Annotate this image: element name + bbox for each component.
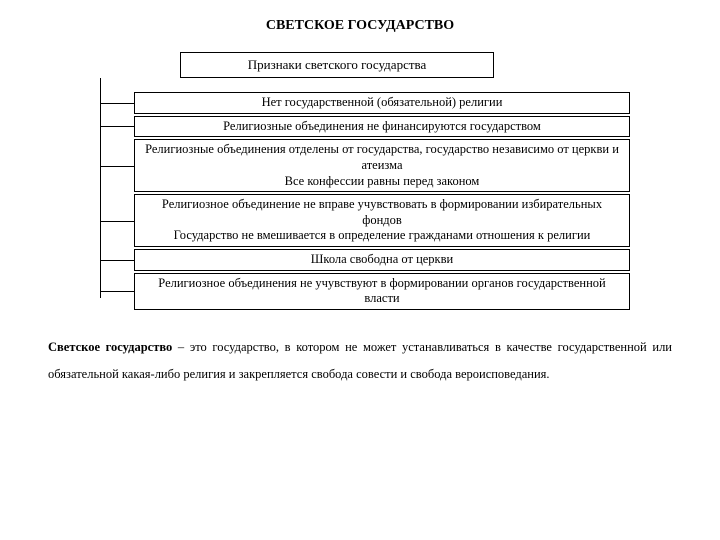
- item-box: Религиозное объединения не учувствуют в …: [134, 273, 630, 310]
- connector-horizontal: [100, 291, 134, 292]
- list-item: Нет государственной (обязательной) религ…: [110, 92, 630, 114]
- items-container: Нет государственной (обязательной) религ…: [110, 92, 630, 310]
- list-item: Школа свободна от церкви: [110, 249, 630, 271]
- item-box: Нет государственной (обязательной) религ…: [134, 92, 630, 114]
- item-box: Религиозное объединение не вправе учувст…: [134, 194, 630, 247]
- definition-term: Светское государство: [48, 340, 172, 354]
- connector-horizontal: [100, 260, 134, 261]
- item-box: Школа свободна от церкви: [134, 249, 630, 271]
- connector-vertical: [100, 78, 101, 298]
- item-box: Религиозные объединения не финансируются…: [134, 116, 630, 138]
- connector-horizontal: [100, 166, 134, 167]
- main-category-box: Признаки светского государства: [180, 52, 494, 78]
- connector-horizontal: [100, 126, 134, 127]
- connector-horizontal: [100, 103, 134, 104]
- list-item: Религиозные объединения отделены от госу…: [110, 139, 630, 192]
- list-item: Религиозное объединения не учувствуют в …: [110, 273, 630, 310]
- list-item: Религиозные объединения не финансируются…: [110, 116, 630, 138]
- item-box: Религиозные объединения отделены от госу…: [134, 139, 630, 192]
- page-title: СВЕТСКОЕ ГОСУДАРСТВО: [0, 0, 720, 34]
- list-item: Религиозное объединение не вправе учувст…: [110, 194, 630, 247]
- definition-paragraph: Светское государство – это государство, …: [0, 312, 720, 389]
- connector-horizontal: [100, 221, 134, 222]
- diagram: Признаки светского государства Нет госуд…: [110, 52, 630, 310]
